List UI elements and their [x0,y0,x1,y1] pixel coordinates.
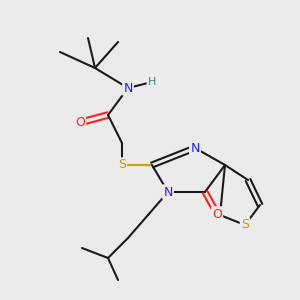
Text: H: H [148,77,156,87]
Text: S: S [118,158,126,172]
Text: O: O [212,208,222,220]
Text: S: S [241,218,249,232]
Text: O: O [75,116,85,128]
Text: N: N [163,185,173,199]
Text: N: N [190,142,200,154]
Text: N: N [123,82,133,94]
